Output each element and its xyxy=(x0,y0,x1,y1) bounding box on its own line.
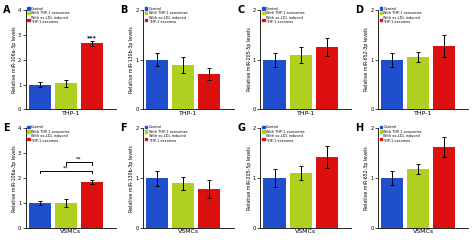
Legend: Control, With THP-1 exosomes, With ox-LDL induced
THP-1 exsomes: Control, With THP-1 exosomes, With ox-LD… xyxy=(380,125,422,143)
Bar xyxy=(146,60,168,109)
Bar xyxy=(172,65,194,109)
Text: C: C xyxy=(238,5,245,15)
Y-axis label: Relative miR-130b-3p levels: Relative miR-130b-3p levels xyxy=(129,26,134,93)
Bar xyxy=(381,178,403,228)
Text: A: A xyxy=(3,5,10,15)
X-axis label: THP-1: THP-1 xyxy=(62,111,80,116)
Bar xyxy=(81,43,103,109)
Bar xyxy=(433,147,456,228)
Bar xyxy=(81,182,103,228)
X-axis label: VSMCs: VSMCs xyxy=(60,229,82,234)
X-axis label: VSMCs: VSMCs xyxy=(178,229,199,234)
Bar xyxy=(55,83,77,109)
Legend: Control, With THP-1 exosomes, With ox-LDL induced
THP-1 exsomes: Control, With THP-1 exosomes, With ox-LD… xyxy=(27,6,70,24)
Bar xyxy=(198,73,220,109)
Bar xyxy=(433,46,456,109)
Bar xyxy=(198,189,220,228)
Text: E: E xyxy=(3,123,9,133)
Bar xyxy=(264,178,286,228)
X-axis label: THP-1: THP-1 xyxy=(414,111,432,116)
Text: F: F xyxy=(120,123,127,133)
Legend: Control, With THP-1 exosomes, With ox-LDL induced
THP-1 exsomes: Control, With THP-1 exosomes, With ox-LD… xyxy=(380,6,422,24)
Bar xyxy=(264,60,286,109)
Bar xyxy=(407,57,429,109)
Legend: Control, With THP-1 exosomes, With ox-LDL induced
THP-1 exsomes: Control, With THP-1 exosomes, With ox-LD… xyxy=(145,6,187,24)
Bar xyxy=(316,157,338,228)
Bar xyxy=(381,60,403,109)
Bar xyxy=(146,178,168,228)
Bar xyxy=(28,203,51,228)
X-axis label: THP-1: THP-1 xyxy=(297,111,315,116)
X-axis label: VSMCs: VSMCs xyxy=(412,229,434,234)
Legend: Control, With THP-1 exosomes, With ox-LDL induced
THP-1 exsomes: Control, With THP-1 exosomes, With ox-LD… xyxy=(145,125,187,143)
Text: D: D xyxy=(355,5,363,15)
Y-axis label: Relative miR-106a-3p levels: Relative miR-106a-3p levels xyxy=(11,145,17,211)
Text: ***: *** xyxy=(87,35,97,40)
Text: G: G xyxy=(238,123,246,133)
Bar xyxy=(28,84,51,109)
X-axis label: THP-1: THP-1 xyxy=(179,111,197,116)
Legend: Control, With THP-1 exosomes, With ox-LDL induced
THP-1 exsomes: Control, With THP-1 exosomes, With ox-LD… xyxy=(262,6,305,24)
Bar xyxy=(316,47,338,109)
Bar xyxy=(55,203,77,228)
Y-axis label: Relative miR-205-5p levels: Relative miR-205-5p levels xyxy=(246,28,252,91)
Y-axis label: Relative miR-205-5p levels: Relative miR-205-5p levels xyxy=(246,146,252,210)
Bar xyxy=(172,183,194,228)
Text: B: B xyxy=(120,5,128,15)
Y-axis label: Relative miR-652-3p levels: Relative miR-652-3p levels xyxy=(364,146,369,210)
Legend: Control, With THP-1 exosomes, With ox-LDL induced
THP-1 exsomes: Control, With THP-1 exosomes, With ox-LD… xyxy=(262,125,305,143)
X-axis label: VSMCs: VSMCs xyxy=(295,229,316,234)
Text: **: ** xyxy=(63,165,69,170)
Text: **: ** xyxy=(76,156,82,162)
Bar xyxy=(290,55,312,109)
Legend: Control, With THP-1 exosomes, With ox-LDL induced
THP-1 exsomes: Control, With THP-1 exosomes, With ox-LD… xyxy=(27,125,70,143)
Bar xyxy=(407,169,429,228)
Bar xyxy=(290,173,312,228)
Y-axis label: Relative miR-652-3p levels: Relative miR-652-3p levels xyxy=(364,28,369,91)
Y-axis label: Relative miR-130b-3p levels: Relative miR-130b-3p levels xyxy=(129,145,134,212)
Text: H: H xyxy=(355,123,364,133)
Y-axis label: Relative miR-106a-3p levels: Relative miR-106a-3p levels xyxy=(11,26,17,93)
